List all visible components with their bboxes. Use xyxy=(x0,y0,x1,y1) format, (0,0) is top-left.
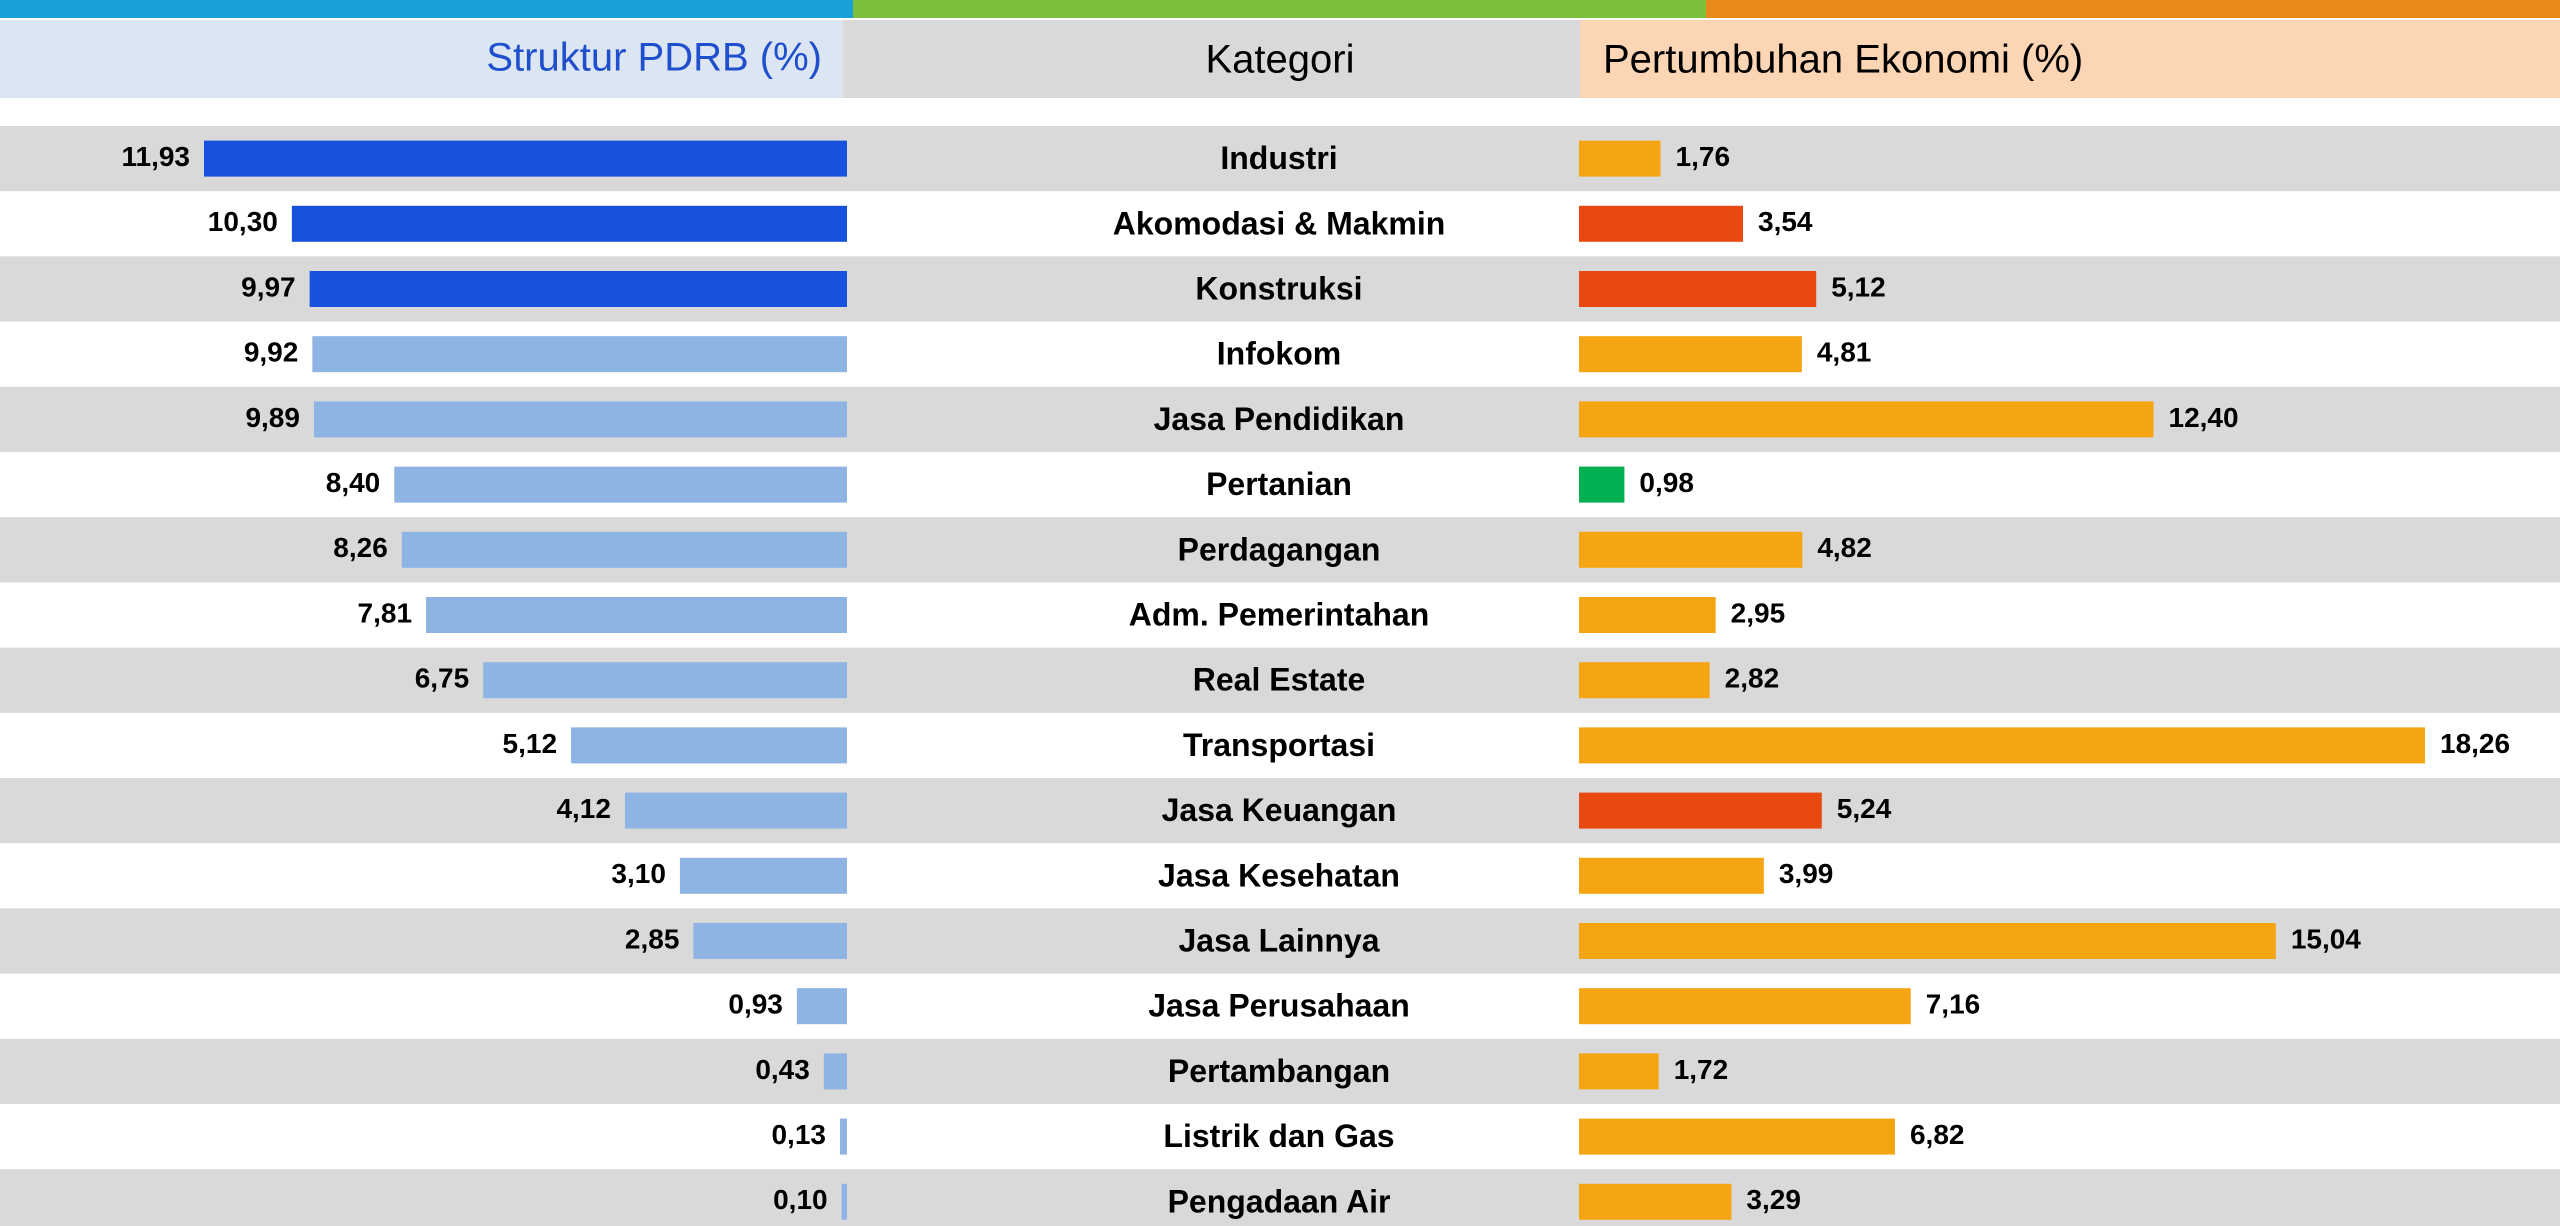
bar xyxy=(1579,988,1911,1025)
value-label: 8,40 xyxy=(326,467,381,498)
value-label: 6,82 xyxy=(1910,1119,1965,1150)
bar xyxy=(693,923,847,959)
value-label: 1,76 xyxy=(1676,141,1731,172)
value-label: 3,54 xyxy=(1758,206,1813,237)
category-label: Jasa Pendidikan xyxy=(1154,401,1405,437)
value-label: 3,29 xyxy=(1746,1184,1801,1215)
top-stripe xyxy=(853,0,1706,18)
category-label: Jasa Keuangan xyxy=(1162,792,1397,828)
bar xyxy=(426,597,847,633)
bar xyxy=(291,205,848,242)
value-label: 0,13 xyxy=(771,1119,826,1150)
row-bg xyxy=(0,778,2560,844)
value-label: 0,98 xyxy=(1639,467,1694,498)
category-label: Konstruksi xyxy=(1195,270,1362,306)
bar xyxy=(1579,531,1803,568)
value-label: 2,95 xyxy=(1731,597,1786,628)
bar xyxy=(394,466,847,503)
value-label: 0,43 xyxy=(755,1054,810,1085)
value-label: 7,81 xyxy=(358,597,413,628)
category-label: Pertambangan xyxy=(1168,1053,1390,1089)
bar xyxy=(1579,271,1817,307)
category-label: Listrik dan Gas xyxy=(1163,1118,1394,1154)
value-label: 6,75 xyxy=(415,663,470,694)
bar xyxy=(1579,401,2154,438)
value-label: 15,04 xyxy=(2291,923,2361,954)
bar xyxy=(796,988,847,1025)
top-stripe xyxy=(1706,0,2560,18)
bar xyxy=(1579,336,1802,373)
value-label: 2,82 xyxy=(1725,663,1780,694)
middle-header-bg xyxy=(843,20,1580,98)
value-label: 9,92 xyxy=(244,337,299,368)
bar xyxy=(679,857,847,894)
category-label: Pengadaan Air xyxy=(1168,1183,1391,1219)
value-label: 18,26 xyxy=(2440,728,2510,759)
bar xyxy=(1579,1118,1895,1155)
category-label: Adm. Pemerintahan xyxy=(1129,596,1430,632)
bar xyxy=(1579,205,1744,242)
row-bg xyxy=(0,1169,2560,1226)
bar xyxy=(1579,140,1661,177)
bar xyxy=(313,401,847,438)
category-label: Industri xyxy=(1220,140,1337,176)
value-label: 9,89 xyxy=(245,402,300,433)
bar xyxy=(1579,597,1716,633)
bar xyxy=(823,1053,847,1090)
category-label: Transportasi xyxy=(1183,727,1375,763)
bar xyxy=(1579,923,2276,959)
category-label: Jasa Kesehatan xyxy=(1158,857,1400,893)
bar xyxy=(624,792,847,829)
bar xyxy=(1579,792,1822,829)
bar xyxy=(1579,466,1625,503)
category-label: Perdagangan xyxy=(1178,531,1381,567)
bar xyxy=(839,1118,847,1155)
bar xyxy=(1579,727,2425,764)
value-label: 3,99 xyxy=(1779,858,1834,889)
bar xyxy=(483,662,847,699)
bar xyxy=(1579,857,1764,894)
value-label: 7,16 xyxy=(1926,989,1981,1020)
category-label: Infokom xyxy=(1217,336,1341,372)
value-label: 5,12 xyxy=(503,728,558,759)
row-bg xyxy=(0,647,2560,713)
value-label: 0,93 xyxy=(728,989,783,1020)
category-label: Real Estate xyxy=(1193,662,1366,698)
bar xyxy=(1579,662,1710,699)
category-label: Pertanian xyxy=(1206,466,1352,502)
bar xyxy=(571,727,847,764)
value-label: 2,85 xyxy=(625,923,680,954)
bar xyxy=(204,140,847,177)
value-label: 11,93 xyxy=(121,141,190,172)
bar xyxy=(1579,1053,1659,1090)
bar xyxy=(401,531,847,568)
value-label: 5,24 xyxy=(1837,793,1892,824)
category-label: Akomodasi & Makmin xyxy=(1113,205,1446,241)
value-label: 5,12 xyxy=(1831,271,1886,302)
bar xyxy=(309,271,848,307)
value-label: 4,82 xyxy=(1817,532,1872,563)
top-stripe xyxy=(0,0,853,18)
left-header: Struktur PDRB (%) xyxy=(486,36,822,80)
category-label: Jasa Lainnya xyxy=(1179,922,1380,958)
value-label: 1,72 xyxy=(1674,1054,1729,1085)
left-header-bg xyxy=(0,20,843,98)
value-label: 9,97 xyxy=(241,271,296,302)
right-header: Pertumbuhan Ekonomi (%) xyxy=(1603,38,2083,82)
value-label: 8,26 xyxy=(333,532,388,563)
value-label: 0,10 xyxy=(773,1184,828,1215)
bar xyxy=(841,1183,847,1220)
bar xyxy=(1579,1183,1732,1220)
category-header: Kategori xyxy=(1206,38,1355,82)
value-label: 3,10 xyxy=(611,858,666,889)
value-label: 4,81 xyxy=(1817,337,1872,368)
value-label: 4,12 xyxy=(556,793,611,824)
value-label: 12,40 xyxy=(2169,402,2239,433)
right-header-bg xyxy=(1580,20,2560,98)
row-bg xyxy=(0,1038,2560,1104)
category-label: Jasa Perusahaan xyxy=(1148,988,1410,1024)
value-label: 10,30 xyxy=(208,206,278,237)
bar xyxy=(312,336,847,373)
